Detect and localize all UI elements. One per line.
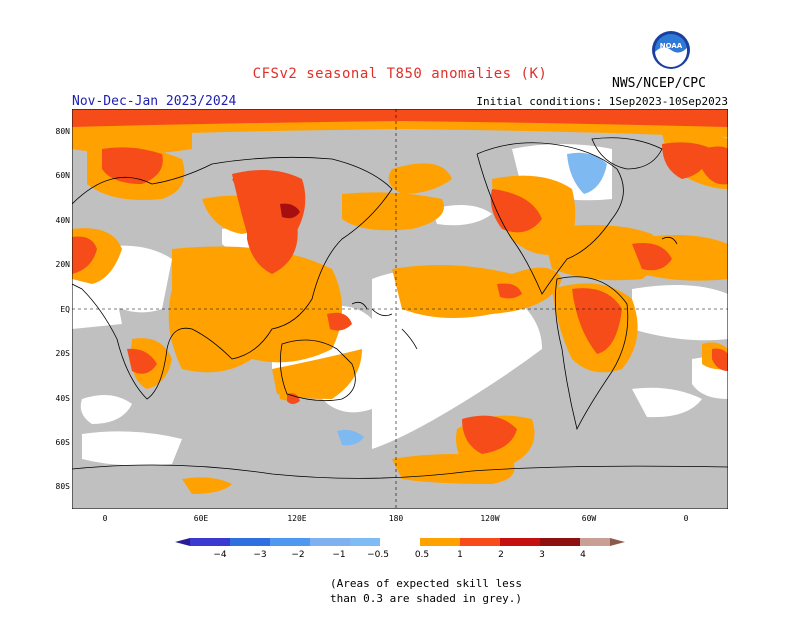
colorbar-swatch <box>230 538 270 546</box>
skill-note: (Areas of expected skill less than 0.3 a… <box>330 576 550 606</box>
colorbar-tick: 2 <box>498 550 504 560</box>
lon-label: 60W <box>581 514 597 523</box>
lat-label: 80N <box>55 127 70 136</box>
noaa-logo: NOAA <box>652 31 690 69</box>
lat-label: 40N <box>55 216 70 225</box>
colorbar-tick: −0.5 <box>367 550 389 560</box>
lon-label: 60E <box>193 514 209 523</box>
colorbar-tick: 1 <box>457 550 463 560</box>
lon-label: 0 <box>102 514 108 523</box>
lat-label: 80S <box>55 482 70 491</box>
logo-text: NOAA <box>660 42 683 50</box>
colorbar: −4 −3 −2 −1 −0.5 0.5 1 2 3 4 <box>175 538 625 560</box>
lat-label: 20S <box>55 349 70 358</box>
colorbar-arrow-low <box>175 538 190 546</box>
colorbar-tick: −3 <box>253 550 266 560</box>
colorbar-swatch <box>540 538 580 546</box>
colorbar-swatch <box>500 538 540 546</box>
colorbar-swatch <box>460 538 500 546</box>
lon-label: 180 <box>388 514 404 523</box>
colorbar-swatch <box>420 538 460 546</box>
darkred-regions <box>280 203 300 219</box>
lon-label: 120W <box>480 514 500 523</box>
season-label: Nov-Dec-Jan 2023/2024 <box>72 94 237 109</box>
colorbar-swatch <box>310 538 350 546</box>
colorbar-swatch <box>350 538 380 546</box>
colorbar-tick: 3 <box>539 550 545 560</box>
lon-label: 120E <box>287 514 307 523</box>
grid-lines <box>72 109 728 509</box>
colorbar-arrow-high <box>610 538 625 546</box>
lon-label: 0 <box>683 514 689 523</box>
skill-note-line: (Areas of expected skill less <box>330 577 523 590</box>
colorbar-tick: 4 <box>580 550 586 560</box>
colorbar-tick: −4 <box>213 550 227 560</box>
lat-label: 40S <box>55 394 70 403</box>
skill-note-line: than 0.3 are shaded in grey.) <box>330 592 523 605</box>
lat-label: 60N <box>55 171 70 180</box>
colorbar-tick: −2 <box>291 550 304 560</box>
anomaly-map <box>72 109 728 509</box>
lat-label: 20N <box>55 260 70 269</box>
colorbar-tick: 0.5 <box>415 550 429 560</box>
red-regions <box>72 109 728 454</box>
agency-label: NWS/NCEP/CPC <box>612 76 706 91</box>
map-title: CFSv2 seasonal T850 anomalies (K) <box>252 66 548 82</box>
colorbar-swatch <box>270 538 310 546</box>
lat-label: 60S <box>55 438 70 447</box>
colorbar-swatch <box>190 538 230 546</box>
initial-conditions: Initial conditions: 1Sep2023-10Sep2023 <box>476 95 728 108</box>
colorbar-tick: −1 <box>332 550 345 560</box>
colorbar-swatch <box>380 538 420 546</box>
colorbar-swatch <box>580 538 610 546</box>
coastlines <box>72 137 728 479</box>
blue-regions <box>337 152 607 446</box>
lat-label: EQ <box>60 305 70 314</box>
